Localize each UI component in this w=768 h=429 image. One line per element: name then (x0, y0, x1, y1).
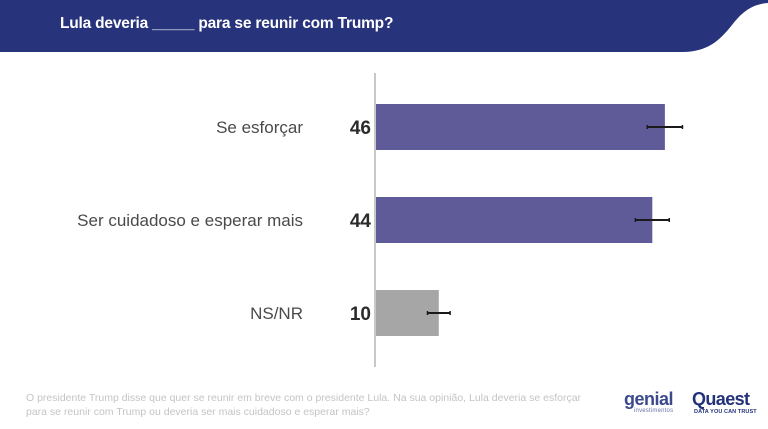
bar (376, 197, 653, 243)
page-title: Lula deveria _____ para se reunir com Tr… (60, 15, 394, 32)
question-footnote: O presidente Trump disse que quer se reu… (26, 392, 582, 418)
category-label: NS/NR (250, 304, 303, 323)
value-label: 10 (350, 304, 371, 325)
quaest-logo-tagline: DATA YOU CAN TRUST (694, 409, 757, 415)
genial-logo-subtitle: investimentos (634, 408, 674, 414)
category-label: Ser cuidadoso e esperar mais (77, 211, 303, 230)
header-background (0, 0, 768, 52)
header-banner: Lula deveria _____ para se reunir com Tr… (0, 0, 768, 56)
value-label: 44 (350, 211, 372, 232)
logos: genial investimentos Quaest DATA YOU CAN… (622, 390, 762, 420)
quaest-logo: Quaest (692, 389, 750, 409)
bar (376, 104, 665, 150)
genial-logo: genial (624, 389, 674, 409)
category-label: Se esforçar (216, 118, 303, 137)
value-label: 46 (350, 118, 371, 139)
bar-chart: Se esforçar 46 Ser cuidadoso e esperar mai… (77, 73, 684, 367)
